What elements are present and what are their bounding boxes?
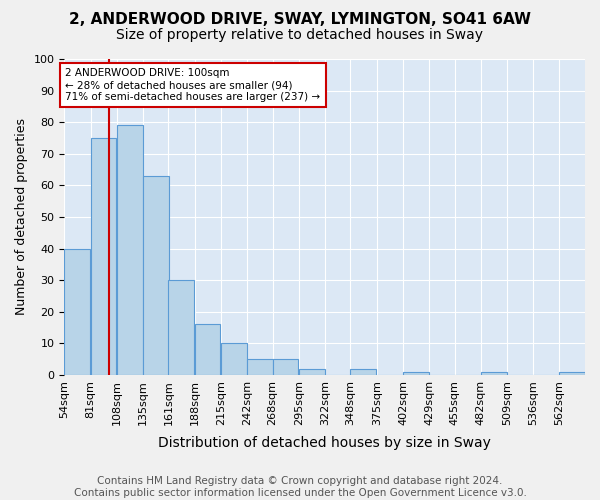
Y-axis label: Number of detached properties: Number of detached properties <box>15 118 28 316</box>
Bar <box>91 138 116 375</box>
Bar <box>195 324 220 375</box>
Bar <box>559 372 584 375</box>
Text: 2, ANDERWOOD DRIVE, SWAY, LYMINGTON, SO41 6AW: 2, ANDERWOOD DRIVE, SWAY, LYMINGTON, SO4… <box>69 12 531 28</box>
Bar <box>169 280 194 375</box>
Text: Contains HM Land Registry data © Crown copyright and database right 2024.
Contai: Contains HM Land Registry data © Crown c… <box>74 476 526 498</box>
Bar <box>299 368 325 375</box>
Bar <box>350 368 376 375</box>
Bar <box>117 126 143 375</box>
Bar <box>272 359 298 375</box>
X-axis label: Distribution of detached houses by size in Sway: Distribution of detached houses by size … <box>158 436 491 450</box>
Text: Size of property relative to detached houses in Sway: Size of property relative to detached ho… <box>116 28 484 42</box>
Bar <box>403 372 429 375</box>
Bar <box>481 372 506 375</box>
Bar <box>143 176 169 375</box>
Bar <box>221 344 247 375</box>
Bar <box>64 248 90 375</box>
Bar <box>247 359 273 375</box>
Text: 2 ANDERWOOD DRIVE: 100sqm
← 28% of detached houses are smaller (94)
71% of semi-: 2 ANDERWOOD DRIVE: 100sqm ← 28% of detac… <box>65 68 320 102</box>
